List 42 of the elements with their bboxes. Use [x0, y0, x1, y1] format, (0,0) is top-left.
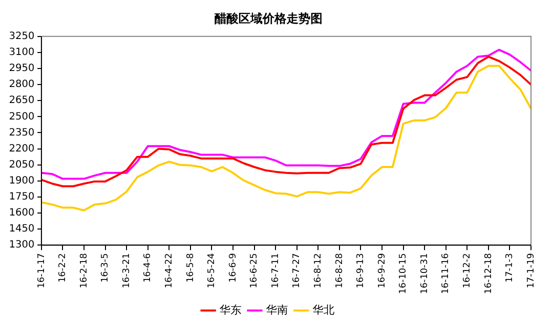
y-tick-label: 2500	[8, 111, 34, 122]
legend-label: 华东	[219, 303, 242, 316]
y-tick-label: 2050	[8, 159, 34, 170]
y-tick-label: 2650	[8, 95, 34, 106]
x-tick-label: 16-3-5	[100, 253, 111, 283]
x-tick-label: 16-10-15	[398, 253, 409, 294]
x-tick-label: 16-9-29	[377, 252, 388, 288]
y-tick-label: 2200	[8, 143, 34, 154]
x-tick-label: 16-4-6	[143, 252, 154, 283]
y-tick-label: 1900	[8, 176, 34, 187]
x-tick-label: 17-1-3	[505, 253, 516, 283]
legend-label: 华北	[312, 303, 334, 316]
x-tick-label: 16-12-2	[462, 253, 472, 288]
x-tick-label: 16-12-18	[484, 252, 494, 294]
x-tick-label: 16-8-28	[334, 252, 345, 288]
x-tick-label: 16-7-27	[292, 253, 302, 288]
x-tick-label: 16-6-9	[228, 252, 238, 283]
x-tick-label: 16-6-25	[250, 253, 260, 288]
x-tick-label: 16-3-21	[122, 253, 132, 288]
y-tick-label: 1750	[8, 192, 34, 203]
y-tick-label: 3250	[8, 30, 34, 42]
x-tick-label: 16-2-18	[79, 252, 90, 288]
y-tick-label: 1300	[8, 240, 34, 251]
x-tick-label: 16-5-24	[207, 252, 218, 288]
y-tick-label: 1600	[8, 208, 34, 219]
chart-title: 醋酸区域价格走势图	[214, 11, 322, 26]
legend-label: 华南	[266, 303, 288, 316]
x-tick-label: 16-2-2	[58, 253, 68, 283]
x-tick-label: 16-8-12	[313, 253, 324, 288]
y-tick-label: 3100	[8, 47, 34, 58]
y-tick-label: 2800	[8, 79, 34, 90]
x-tick-label: 16-5-8	[186, 252, 196, 283]
x-tick-label: 16-9-13	[356, 253, 366, 288]
x-tick-label: 16-1-17	[36, 253, 47, 288]
y-tick-label: 2950	[8, 63, 34, 74]
x-tick-label: 17-1-19	[526, 252, 536, 288]
y-tick-label: 1450	[8, 224, 34, 235]
x-tick-label: 16-10-31	[420, 253, 430, 294]
x-tick-label: 16-11-16	[441, 252, 452, 294]
x-tick-label: 16-7-11	[270, 253, 281, 288]
x-tick-label: 16-4-22	[164, 253, 174, 288]
y-tick-label: 2350	[8, 127, 34, 138]
